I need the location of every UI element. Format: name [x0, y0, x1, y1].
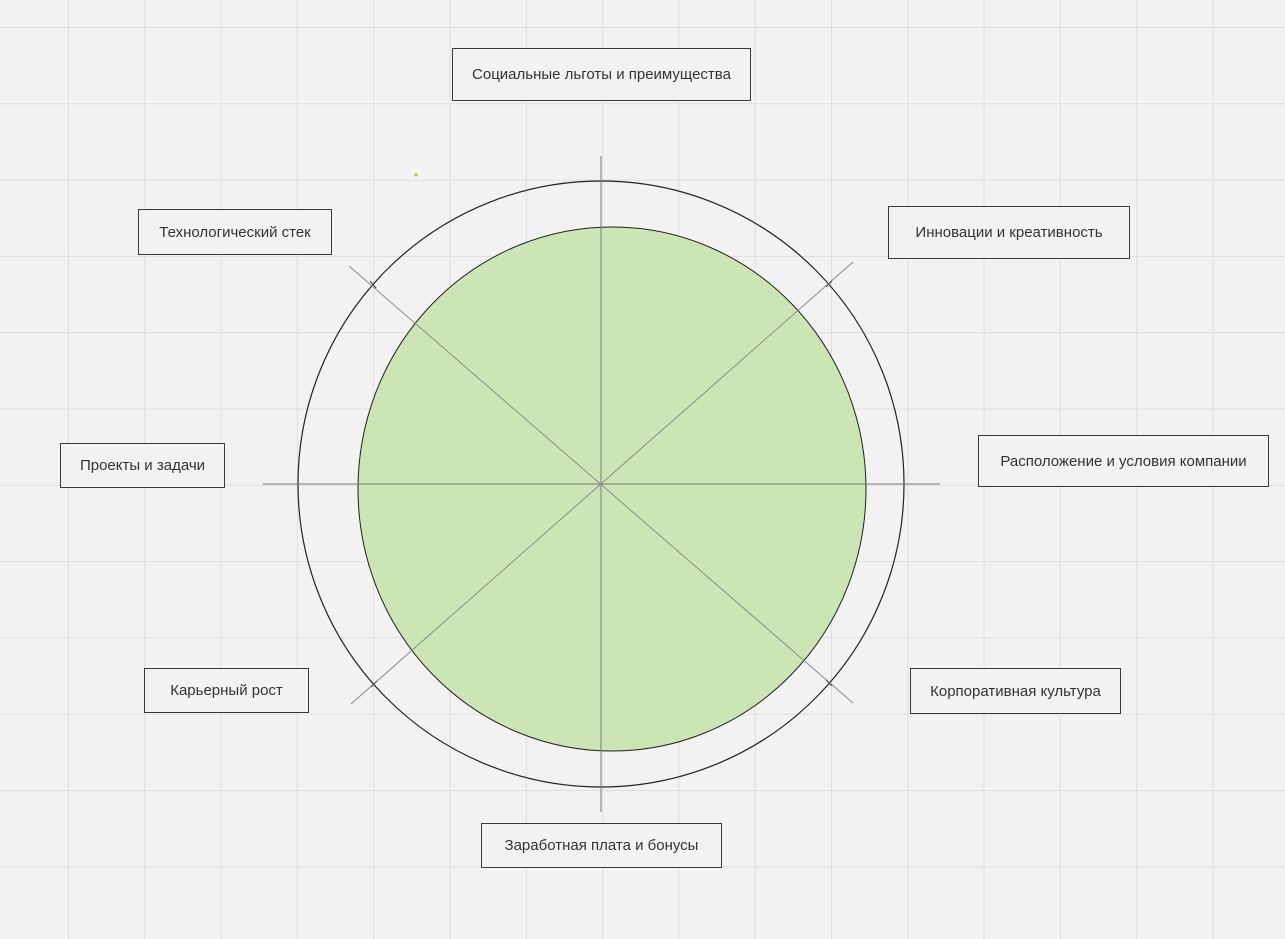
tick-mark-nw: [369, 280, 377, 289]
label-innovation[interactable]: Инновации и креативность: [888, 206, 1130, 259]
label-corporate-culture[interactable]: Корпоративная культура: [910, 668, 1121, 714]
label-career-growth[interactable]: Карьерный рост: [144, 668, 309, 713]
label-location[interactable]: Расположение и условия компании: [978, 435, 1269, 487]
inner-filled-circle[interactable]: [357, 226, 867, 752]
label-tech-stack[interactable]: Технологический стек: [138, 209, 332, 255]
label-salary[interactable]: Заработная плата и бонусы: [481, 823, 722, 868]
label-social-benefits[interactable]: Социальные льготы и преимущества: [452, 48, 751, 101]
tick-mark-ne: [825, 280, 833, 288]
axis-diagonal-ne-sw: [350, 261, 854, 705]
tick-mark-sw: [370, 680, 378, 688]
label-projects[interactable]: Проекты и задачи: [60, 443, 225, 488]
marker-dot: [414, 173, 418, 177]
tick-mark-se: [825, 679, 833, 687]
